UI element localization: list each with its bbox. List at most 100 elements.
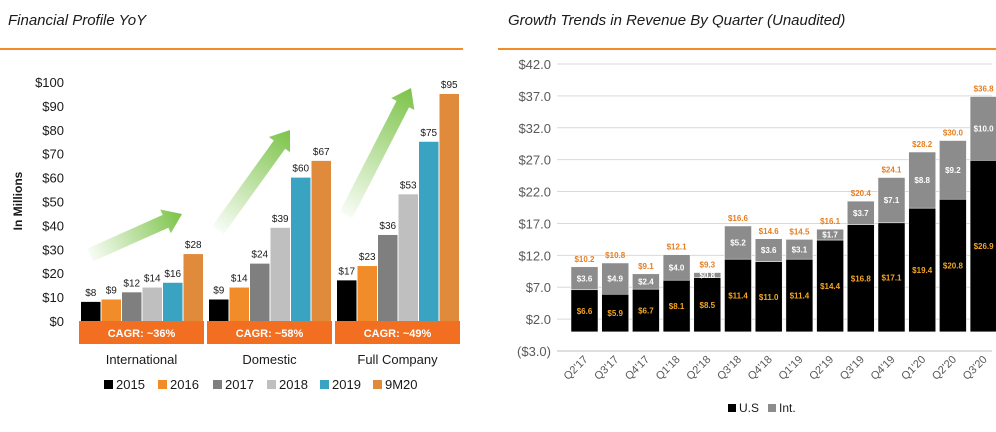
left-y-tick-label: $20 (42, 266, 64, 281)
bar-value-label: $17 (338, 266, 355, 277)
cagr-label: CAGR: ~36% (108, 328, 176, 340)
bar-2015 (81, 301, 101, 321)
right-y-tick-label: $12.0 (518, 248, 551, 263)
bar-us (908, 207, 936, 333)
int-value-label: $4.9 (607, 275, 623, 284)
bar-2017 (250, 263, 270, 321)
right-y-tick-label: $27.0 (518, 153, 551, 168)
bar-int (693, 272, 722, 278)
bar-us (939, 198, 967, 333)
total-value-label: $12.1 (667, 243, 688, 252)
legend-label: 2019 (332, 377, 361, 392)
left-y-axis-label: In Millions (11, 171, 25, 230)
bar-2016 (357, 266, 377, 321)
bar-value-label: $24 (251, 250, 268, 261)
x-tick-label: Q3'20 (961, 354, 990, 383)
right-y-tick-label: $17.0 (518, 216, 551, 231)
left-y-tick-label: $70 (42, 147, 64, 162)
bar-2017 (122, 292, 142, 321)
bar-2019 (163, 282, 183, 321)
bar-9M20 (439, 93, 459, 321)
left-y-tick-label: $30 (42, 242, 64, 257)
total-value-label: $10.8 (605, 251, 626, 260)
bar-int (939, 140, 967, 200)
bar-us (785, 258, 814, 333)
bar-value-label: $39 (272, 214, 289, 225)
left-y-tick-label: $40 (42, 218, 64, 233)
left-y-tick-label: $100 (35, 75, 64, 90)
right-y-tick-label: $22.0 (518, 185, 551, 200)
left-y-tick-label: $10 (42, 290, 64, 305)
growth-arrow-icon (87, 209, 182, 262)
us-value-label: $16.8 (851, 274, 872, 283)
x-tick-label: Q1'18 (654, 354, 683, 383)
int-value-label: $3.7 (853, 209, 869, 218)
bar-us (632, 288, 660, 333)
legend-swatch-2015 (104, 380, 113, 389)
total-value-label: $9.3 (700, 261, 716, 270)
cagr-label: CAGR: ~58% (236, 328, 304, 340)
x-tick-label: Q1'20 (899, 354, 928, 383)
legend-swatch-2019 (320, 380, 329, 389)
x-tick-label: Q4'18 (746, 354, 775, 383)
bar-9M20 (311, 160, 331, 321)
bar-2019 (419, 141, 439, 321)
left-y-tick-label: $60 (42, 171, 64, 186)
bar-value-label: $12 (123, 278, 140, 289)
bar-value-label: $53 (400, 180, 417, 191)
right-y-tick-label: $37.0 (518, 89, 551, 104)
int-value-label: $3.6 (761, 246, 777, 255)
legend-label: 2017 (225, 377, 254, 392)
legend-label: 2018 (279, 377, 308, 392)
legend-label: U.S (739, 401, 759, 415)
total-value-label: $16.1 (820, 217, 841, 226)
us-value-label: $8.5 (700, 301, 716, 310)
cagr-label: CAGR: ~49% (364, 328, 432, 340)
x-tick-label: Q3'17 (592, 354, 621, 383)
total-value-label: $24.1 (881, 166, 902, 175)
bar-int (908, 151, 936, 209)
int-value-label: $1.7 (822, 231, 838, 240)
total-value-label: $36.8 (974, 85, 995, 94)
bar-2015 (209, 299, 229, 321)
x-tick-label: Q2'20 (930, 354, 959, 383)
bar-us (570, 289, 599, 333)
bar-value-label: $9 (213, 285, 225, 296)
int-value-label: $9.2 (945, 166, 961, 175)
total-value-label: $10.2 (574, 255, 595, 264)
bar-9M20 (183, 254, 203, 321)
bar-value-label: $60 (292, 164, 309, 175)
right-y-tick-label: $2.0 (526, 312, 551, 327)
bar-int (601, 262, 629, 295)
bar-int (754, 238, 783, 262)
bar-us (969, 160, 996, 333)
right-y-tick-label: $42.0 (518, 57, 551, 72)
legend-label: 2016 (170, 377, 199, 392)
x-tick-label: Q2'18 (684, 354, 713, 383)
int-value-label: $3.1 (792, 245, 808, 254)
legend-swatch-9M20 (373, 380, 382, 389)
cagr-badge (335, 321, 460, 344)
int-value-label: $8.8 (914, 176, 930, 185)
x-tick-label: Q2'19 (807, 354, 836, 383)
int-value-label: $4.0 (669, 263, 685, 272)
bar-value-label: $28 (185, 240, 202, 251)
us-value-label: $5.9 (607, 309, 623, 318)
bar-int (632, 273, 660, 290)
bar-us (847, 224, 875, 333)
bar-value-label: $14 (144, 274, 161, 285)
left-y-tick-label: $80 (42, 123, 64, 138)
right-y-tick-label: $7.0 (526, 280, 551, 295)
int-value-label: $7.1 (884, 196, 900, 205)
bar-2019 (291, 177, 311, 321)
total-value-label: $16.6 (728, 214, 749, 223)
us-value-label: $19.4 (912, 266, 933, 275)
left-chart-title: Financial Profile YoY (8, 12, 147, 29)
int-value-label: $10.0 (974, 124, 995, 133)
cagr-badge (207, 321, 332, 344)
cagr-badge (79, 321, 204, 344)
int-value-label: $0.8 (700, 271, 716, 280)
left-chart: In Millions $100 $90 $80 $70 $60 $50 $40 $30 $20 $… (11, 75, 460, 392)
right-chart: $42.0 $37.0 $32.0 $27.0 $22.0 $17.0 $12.0 $7.0 $… (517, 57, 996, 415)
left-y-tick-label: $90 (42, 99, 64, 114)
